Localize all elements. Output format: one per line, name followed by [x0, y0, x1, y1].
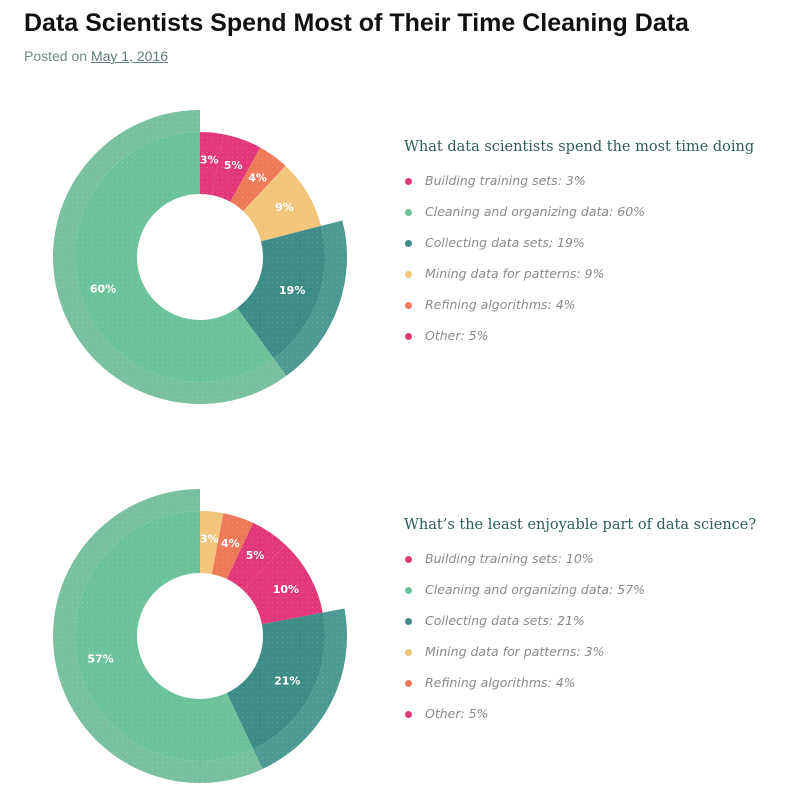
data-label-building-training-sets: 10% — [273, 583, 299, 596]
legend-dot-icon — [405, 333, 412, 340]
legend-dot-icon — [405, 649, 412, 656]
slice-texture — [226, 608, 348, 770]
legend-item-cleaning-organizing-data: Cleaning and organizing data: 60% — [404, 205, 794, 236]
data-label-building-training-sets: 3% — [200, 153, 219, 166]
data-label-cleaning-organizing-data: 57% — [87, 652, 113, 665]
legend-label: Other: 5% — [425, 328, 489, 343]
legend-label: Mining data for patterns: 9% — [425, 266, 605, 281]
slice-texture — [243, 544, 323, 625]
post-title: Data Scientists Spend Most of Their Time… — [24, 9, 689, 37]
slice-texture — [230, 147, 286, 212]
posted-prefix: Posted on — [24, 48, 88, 64]
donut-chart-least-enjoyable: 3% 4% 5% 10% 21% 57% — [53, 488, 348, 783]
data-label-other: 5% — [246, 549, 265, 562]
slice-texture — [200, 511, 224, 575]
legend-label: Mining data for patterns: 3% — [425, 644, 605, 659]
legend-dot-icon — [405, 209, 412, 216]
slice-texture — [243, 165, 322, 242]
legend-label: Other: 5% — [425, 706, 489, 721]
data-label-mining-data: 9% — [275, 201, 294, 214]
legend-item-collecting-data-sets: Collecting data sets: 21% — [404, 614, 794, 645]
chart-title: What’s the least enjoyable part of data … — [404, 517, 757, 533]
data-label-refining-algorithms: 4% — [248, 172, 267, 185]
donut-chart-most-time: 3% 5% 4% 9% 19% 60% — [53, 110, 347, 405]
legend-dot-icon — [405, 178, 412, 185]
legend-dot-icon — [405, 271, 412, 278]
legend-most-time: What data scientists spend the most time… — [404, 137, 794, 360]
legend-dot-icon — [405, 302, 412, 309]
legend-dot-icon — [405, 618, 412, 625]
legend-dot-icon — [405, 240, 412, 247]
data-label-mining-data: 3% — [200, 532, 219, 545]
legend-item-other: Other: 5% — [404, 329, 794, 360]
legend-item-refining-algorithms: Refining algorithms: 4% — [404, 676, 794, 707]
legend-item-building-training-sets: Building training sets: 3% — [404, 174, 794, 205]
data-label-collecting-data-sets: 21% — [274, 675, 300, 688]
legend-item-refining-algorithms: Refining algorithms: 4% — [404, 298, 794, 329]
legend-label: Collecting data sets: 21% — [425, 613, 585, 628]
legend-label: Cleaning and organizing data: 60% — [425, 204, 646, 219]
legend-dot-icon — [405, 587, 412, 594]
data-label-cleaning-organizing-data: 60% — [90, 283, 116, 296]
legend-dot-icon — [405, 711, 412, 718]
legend-label: Refining algorithms: 4% — [425, 675, 576, 690]
legend-item-cleaning-organizing-data: Cleaning and organizing data: 57% — [404, 583, 794, 614]
slice-texture — [53, 110, 287, 405]
legend-item-collecting-data-sets: Collecting data sets; 19% — [404, 236, 794, 267]
legend-dot-icon — [405, 556, 412, 563]
legend-label: Collecting data sets; 19% — [425, 235, 585, 250]
slice-texture — [237, 220, 347, 376]
slice-texture — [53, 488, 263, 783]
chart-title: What data scientists spend the most time… — [404, 139, 755, 155]
slice-texture — [226, 522, 286, 591]
slice-texture — [211, 134, 261, 202]
legend-item-mining-data: Mining data for patterns: 9% — [404, 267, 794, 298]
legend-label: Refining algorithms: 4% — [425, 297, 576, 312]
legend-dot-icon — [405, 680, 412, 687]
legend-least-enjoyable: What’s the least enjoyable part of data … — [404, 515, 794, 738]
legend-label: Building training sets: 3% — [425, 173, 586, 188]
data-label-other: 5% — [224, 159, 243, 172]
legend-item-building-training-sets: Building training sets: 10% — [404, 552, 794, 583]
legend-label: Cleaning and organizing data: 57% — [425, 582, 646, 597]
data-label-refining-algorithms: 4% — [221, 537, 240, 550]
legend-label: Building training sets: 10% — [425, 551, 594, 566]
post-date-link[interactable]: May 1, 2016 — [90, 48, 169, 64]
slice-texture — [200, 132, 224, 196]
data-label-collecting-data-sets: 19% — [279, 284, 305, 297]
slice-texture — [211, 513, 254, 579]
legend-item-other: Other: 5% — [404, 707, 794, 738]
legend-item-mining-data: Mining data for patterns: 3% — [404, 645, 794, 676]
post-meta: Posted on May 1, 2016 — [24, 46, 168, 66]
